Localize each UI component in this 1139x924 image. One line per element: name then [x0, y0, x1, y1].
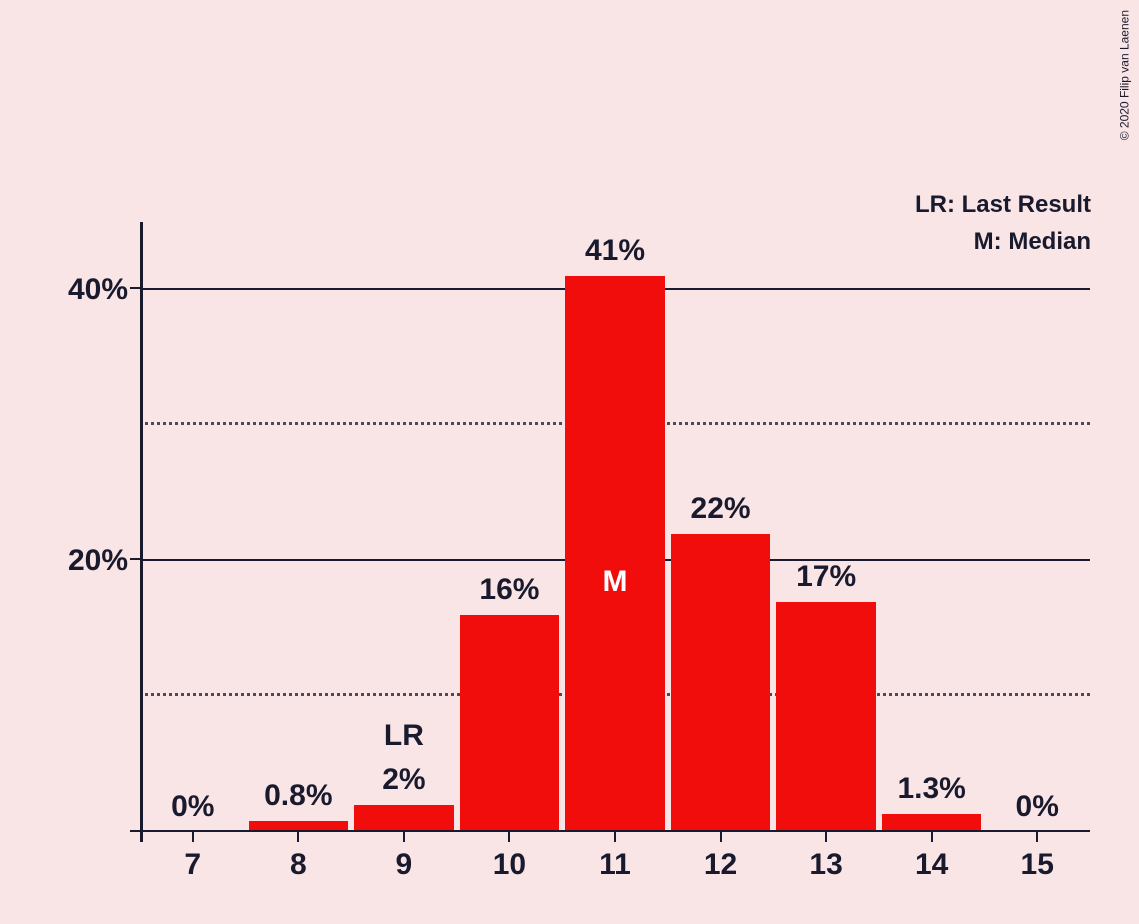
x-tick: [508, 832, 510, 842]
bar-slot: 22%12: [668, 222, 774, 832]
bar-annotation: M: [602, 565, 627, 599]
bar-slot: 1.3%14: [879, 222, 985, 832]
bar-value-label: 41%: [585, 234, 645, 268]
x-axis: [130, 830, 1090, 833]
x-tick: [825, 832, 827, 842]
x-tick: [1036, 832, 1038, 842]
bar-slot: 0%7: [140, 222, 246, 832]
bar: [776, 602, 876, 832]
bar-slot: 16%10: [457, 222, 563, 832]
y-axis-label: 20%: [8, 544, 128, 578]
x-axis-label: 10: [493, 848, 526, 882]
x-tick: [192, 832, 194, 842]
bar: [671, 534, 771, 832]
x-tick: [297, 832, 299, 842]
bar-slot: M41%11: [562, 222, 668, 832]
bar-value-label: 0%: [1016, 790, 1059, 824]
x-tick: [720, 832, 722, 842]
x-tick: [931, 832, 933, 842]
bar: [460, 615, 560, 832]
bar-slot: 0%15: [984, 222, 1090, 832]
x-axis-label: 9: [396, 848, 413, 882]
x-tick: [614, 832, 616, 842]
bar-value-label: 2%: [382, 763, 425, 797]
y-axis-label: 40%: [8, 273, 128, 307]
copyright-text: © 2020 Filip van Laenen: [1117, 10, 1131, 140]
x-axis-label: 7: [184, 848, 201, 882]
y-axis: [140, 222, 143, 842]
x-axis-label: 14: [915, 848, 948, 882]
x-tick: [403, 832, 405, 842]
bars-container: 0%70.8%8LR2%916%10M41%1122%1217%131.3%14…: [140, 222, 1090, 832]
x-axis-label: 15: [1021, 848, 1054, 882]
bar-value-label: 1.3%: [897, 772, 965, 806]
bar-slot: 0.8%8: [246, 222, 352, 832]
x-axis-label: 12: [704, 848, 737, 882]
x-axis-label: 13: [809, 848, 842, 882]
y-tick: [130, 287, 140, 289]
bar-value-label: 17%: [796, 560, 856, 594]
legend-lr: LR: Last Result: [915, 186, 1091, 223]
bar-annotation: LR: [384, 719, 424, 753]
bar-value-label: 22%: [691, 492, 751, 526]
bar-value-label: 16%: [479, 573, 539, 607]
bar: [565, 276, 665, 832]
bar-value-label: 0%: [171, 790, 214, 824]
bar: [354, 805, 454, 832]
plot-area: 0%70.8%8LR2%916%10M41%1122%1217%131.3%14…: [140, 222, 1090, 832]
y-tick: [130, 558, 140, 560]
bar-slot: LR2%9: [351, 222, 457, 832]
x-axis-label: 11: [599, 848, 631, 882]
x-axis-label: 8: [290, 848, 307, 882]
bar-slot: 17%13: [773, 222, 879, 832]
bar-value-label: 0.8%: [264, 779, 332, 813]
